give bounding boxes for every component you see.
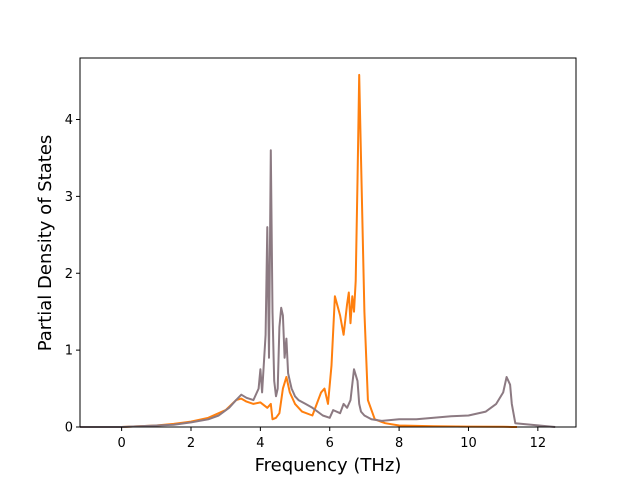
x-axis-label: Frequency (THz) — [255, 455, 402, 476]
x-tick-label: 10 — [460, 436, 477, 451]
x-tick-label: 6 — [326, 436, 334, 451]
x-tick-label: 8 — [395, 436, 403, 451]
x-tick-label: 4 — [256, 436, 264, 451]
x-tick-label: 2 — [187, 436, 195, 451]
x-axis: 0 2 4 6 8 10 12 — [117, 427, 546, 451]
x-tick-label: 0 — [117, 436, 125, 451]
series-line-2 — [80, 149, 556, 428]
y-axis-label: Partial Density of States — [35, 135, 56, 352]
plot-area — [80, 73, 556, 428]
y-tick-label: 4 — [65, 113, 73, 128]
y-tick-label: 2 — [65, 267, 73, 282]
y-tick-label: 0 — [65, 421, 73, 436]
y-tick-label: 3 — [65, 190, 73, 205]
y-tick-label: 1 — [65, 344, 73, 359]
axes-frame — [79, 57, 577, 428]
y-axis: 0 1 2 3 4 — [65, 113, 80, 436]
x-tick-label: 12 — [530, 436, 547, 451]
series-line-1 — [83, 73, 517, 428]
